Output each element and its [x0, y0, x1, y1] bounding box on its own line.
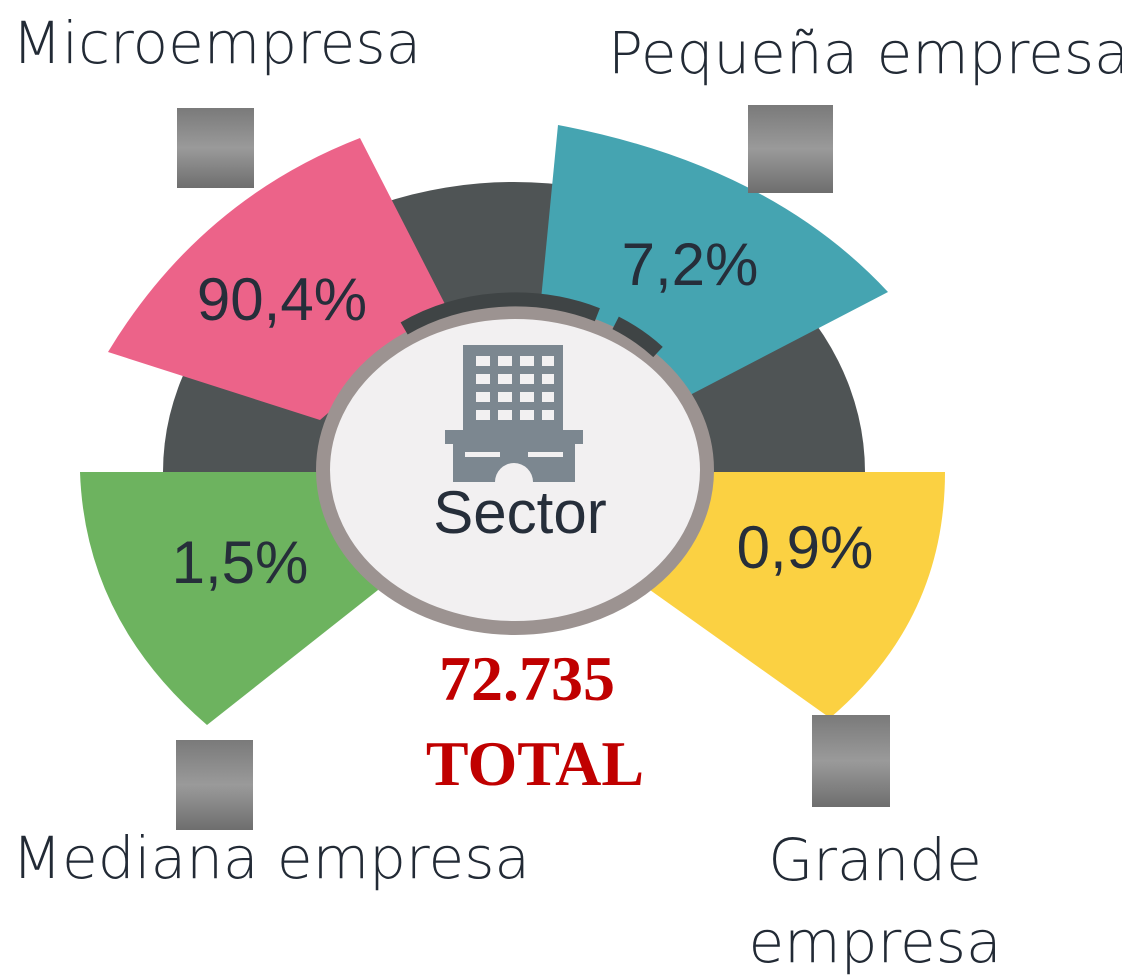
segment-grande: [650, 472, 945, 718]
segment-value: 1,5%: [172, 529, 309, 596]
center-label: Sector: [433, 479, 606, 546]
segment-label: Mediana empresa: [12, 824, 530, 892]
marker-square: [176, 740, 253, 830]
segment-micro: [108, 138, 448, 420]
ring-accent: [367, 292, 663, 358]
building-icon: [445, 345, 583, 482]
segment-value: 90,4%: [197, 266, 367, 333]
segment-mediana: [80, 472, 378, 725]
segment-label: Pequeña empresa: [608, 19, 1122, 87]
marker-square: [177, 108, 254, 188]
total-value: 72.735: [439, 643, 615, 714]
segment-label: empresa: [748, 908, 1001, 976]
marker-square: [812, 715, 890, 807]
segment-value: 0,9%: [737, 514, 874, 581]
segment-value: 7,2%: [622, 231, 759, 298]
marker-square: [748, 105, 833, 193]
total-label: TOTAL: [426, 728, 644, 799]
segment-label: Microempresa: [12, 9, 421, 77]
segment-label: Grande: [768, 826, 982, 894]
